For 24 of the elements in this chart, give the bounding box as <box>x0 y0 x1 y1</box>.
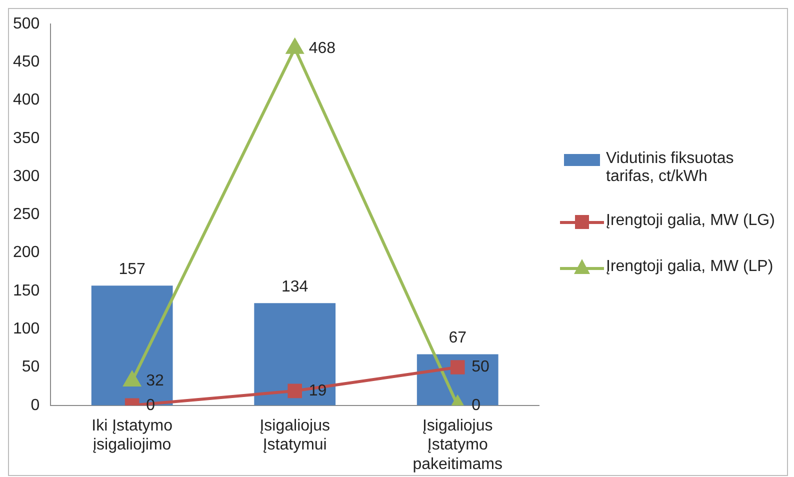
legend-label: Vidutinis fiksuotas tarifas, ct/kWh <box>606 150 735 186</box>
data-label: 50 <box>472 358 490 376</box>
data-label: 157 <box>118 261 146 278</box>
y-tick-label: 0 <box>30 396 40 414</box>
y-tick-label: 100 <box>12 320 40 338</box>
y-tick-label: 450 <box>12 54 40 71</box>
y-tick-label: 500 <box>12 15 40 32</box>
x-tick-label: Įsigaliojus Įstatymui <box>260 417 330 454</box>
data-label: 468 <box>308 40 336 57</box>
x-tick-label: Įsigaliojus Įstatymo pakeitimams <box>412 417 503 473</box>
y-tick-label: 50 <box>22 358 40 376</box>
data-label: 134 <box>281 278 308 296</box>
x-tick-label: Iki Įstatymo įsigaliojimo <box>92 417 173 454</box>
data-label: 32 <box>146 372 164 390</box>
y-tick-label: 350 <box>12 130 40 147</box>
legend-label: Įrengtoji galia, MW (LP) <box>606 258 774 276</box>
legend-label: Įrengtoji galia, MW (LG) <box>606 212 775 230</box>
y-tick-label: 300 <box>12 168 40 185</box>
y-tick-label: 200 <box>12 244 40 262</box>
y-tick-label: 400 <box>12 92 40 109</box>
y-tick-label: 150 <box>12 282 40 300</box>
y-tick-label: 250 <box>12 206 40 224</box>
data-label: 67 <box>448 330 467 347</box>
bar <box>254 303 336 406</box>
